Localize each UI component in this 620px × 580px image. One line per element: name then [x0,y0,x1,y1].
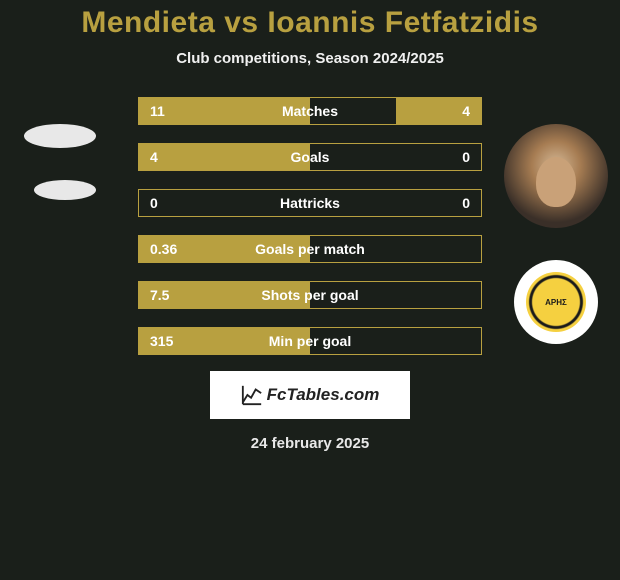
stat-value-left: 11 [150,103,165,119]
stat-label: Hattricks [280,195,340,211]
stat-label: Matches [282,103,338,119]
stat-label: Shots per goal [261,287,358,303]
stat-row: 4 Goals 0 [138,143,482,171]
stat-value-right: 4 [462,103,470,119]
stat-row: 7.5 Shots per goal [138,281,482,309]
stat-row: 0.36 Goals per match [138,235,482,263]
stat-fill-left [138,143,310,171]
stat-label: Goals per match [255,241,365,257]
stat-value-left: 315 [150,333,173,349]
branding-text: FcTables.com [267,385,380,405]
stat-value-left: 0.36 [150,241,177,257]
stat-value-right: 0 [462,195,470,211]
stat-value-left: 0 [150,195,158,211]
page-subtitle: Club competitions, Season 2024/2025 [176,50,444,67]
stats-area: 11 Matches 4 4 Goals 0 0 Hattricks 0 0.36 Goals pe… [0,97,620,355]
stat-value-left: 7.5 [150,287,169,303]
stat-row: 0 Hattricks 0 [138,189,482,217]
stat-row: 11 Matches 4 [138,97,482,125]
chart-line-icon [241,384,263,406]
infographic-container: Mendieta vs Ioannis Fetfatzidis Club com… [0,0,620,580]
stat-value-right: 0 [462,149,470,165]
page-title: Mendieta vs Ioannis Fetfatzidis [81,6,538,40]
stat-label: Min per goal [269,333,351,349]
stat-label: Goals [291,149,330,165]
footer-date: 24 february 2025 [251,435,369,452]
stat-row: 315 Min per goal [138,327,482,355]
branding-badge: FcTables.com [210,371,410,419]
stat-value-left: 4 [150,149,158,165]
